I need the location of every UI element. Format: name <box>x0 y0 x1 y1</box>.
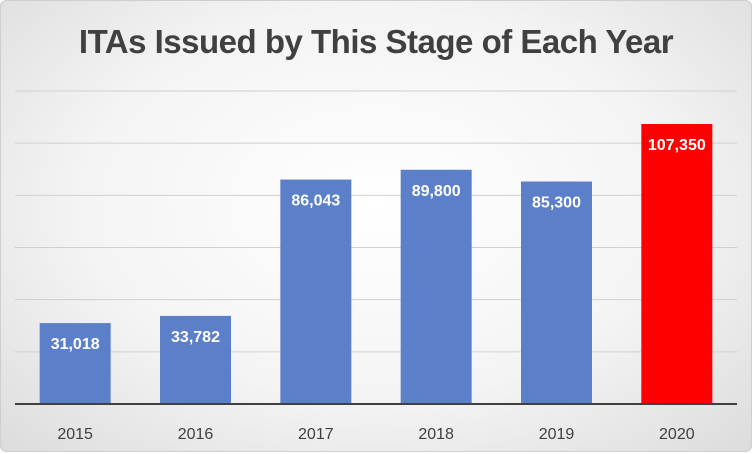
bar-2018 <box>400 169 472 404</box>
data-label-2019: 85,300 <box>532 195 581 212</box>
data-label-2018: 89,800 <box>412 183 461 200</box>
data-labels: 31,018 33,782 86,043 89,800 85,300 107,350 <box>51 137 706 353</box>
x-tick-label: 2019 <box>539 426 575 443</box>
x-tick-label: 2020 <box>659 426 695 443</box>
data-label-2016: 33,782 <box>171 329 220 346</box>
bar-2015 <box>39 323 111 404</box>
x-tick-label: 2018 <box>418 426 454 443</box>
bars <box>39 123 713 404</box>
data-label-2015: 31,018 <box>51 336 100 353</box>
x-tick-label: 2016 <box>178 426 214 443</box>
bar-2019 <box>521 181 592 404</box>
x-tick-label: 2017 <box>298 426 334 443</box>
x-tick-label: 2015 <box>57 426 93 443</box>
x-axis-ticks: 2015 2016 2017 2018 2019 2020 <box>15 403 737 443</box>
bar-2017 <box>280 179 352 404</box>
data-label-2017: 86,043 <box>291 193 340 210</box>
chart-title: ITAs Issued by This Stage of Each Year <box>78 23 674 60</box>
data-label-2020: 107,350 <box>648 137 706 154</box>
bar-2020 <box>641 123 713 404</box>
bar-2016 <box>160 315 231 404</box>
gridlines <box>15 90 737 353</box>
